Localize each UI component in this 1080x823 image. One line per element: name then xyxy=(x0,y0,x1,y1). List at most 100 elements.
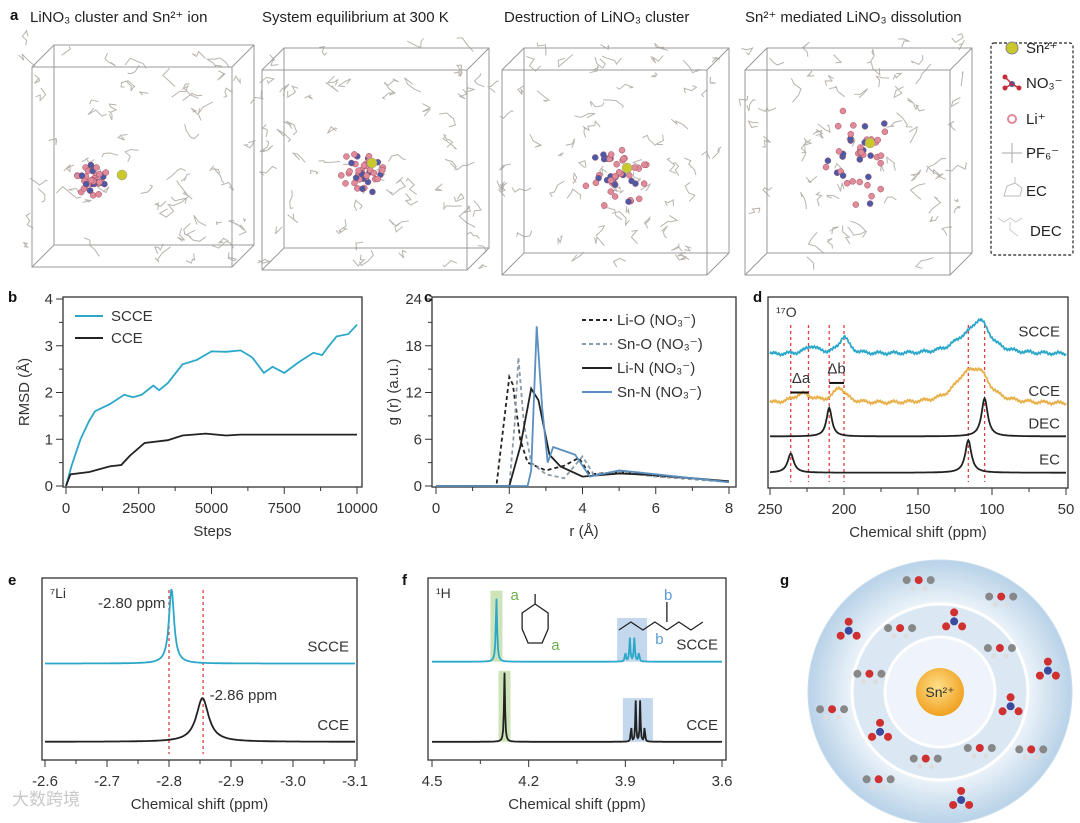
solvent-molecule xyxy=(511,187,532,193)
solvent-molecule xyxy=(817,123,831,134)
solvent-molecule xyxy=(824,74,835,86)
li-ion xyxy=(343,153,350,160)
x-tick-label: 2 xyxy=(505,500,513,517)
solvent-molecule xyxy=(870,49,875,62)
solvent-molecule xyxy=(536,90,551,103)
annotation-delta-b: Δb xyxy=(827,360,845,377)
trace-label: EC xyxy=(1039,452,1060,469)
solvent-molecule xyxy=(310,169,319,175)
solvent-molecule xyxy=(963,743,996,759)
chart-d: 250 200 150 100 50 Chemical shift (ppm) ¹⁷O SCC… xyxy=(757,296,1074,541)
solvent-molecule xyxy=(654,134,664,146)
solvent-molecule xyxy=(154,246,171,263)
solvent-molecule xyxy=(337,78,352,88)
highlight-b xyxy=(617,618,648,662)
x-axis-label: Steps xyxy=(193,523,231,540)
solvent-molecule xyxy=(853,669,886,685)
solvent-molecule xyxy=(233,75,241,85)
x-tick-label: 0 xyxy=(62,500,70,517)
solvent-molecule xyxy=(101,152,119,158)
solvent-molecule xyxy=(261,124,269,138)
solvent-molecule xyxy=(443,133,454,148)
y-tick-label: 24 xyxy=(405,291,422,308)
nitrate-icon xyxy=(1002,74,1022,91)
dec-icon xyxy=(997,217,1023,237)
label-a: a xyxy=(510,587,519,604)
li-ion xyxy=(88,177,95,184)
solvent-molecule xyxy=(907,97,917,110)
nitrate-ion xyxy=(600,151,607,158)
nitrate-molecule xyxy=(868,718,893,741)
y-tick-label: 0 xyxy=(45,478,53,495)
solvent-molecule xyxy=(902,576,935,591)
solvent-molecule xyxy=(382,92,396,100)
y-tick-label: 1 xyxy=(45,431,53,448)
solvent-molecule xyxy=(353,199,363,212)
nucleus-label: ¹H xyxy=(436,585,451,601)
solvent-molecule xyxy=(910,55,924,66)
legend-label: DEC xyxy=(1030,223,1062,240)
series-line-li-n xyxy=(436,386,730,487)
solvent-molecule xyxy=(566,188,582,200)
solvent-molecule xyxy=(285,120,298,136)
solvent-molecule xyxy=(170,196,188,204)
nitrate-ion xyxy=(82,180,90,188)
dec-structure xyxy=(618,602,704,631)
li-ion xyxy=(849,178,856,185)
solvent-molecule xyxy=(287,85,299,99)
solvent-molecule xyxy=(670,243,683,252)
li-ion xyxy=(611,172,619,180)
solvent-molecule xyxy=(182,92,203,102)
solvent-molecule xyxy=(875,75,890,88)
solvent-molecule xyxy=(670,118,689,130)
solvent-molecule xyxy=(104,53,116,67)
panel-label: c xyxy=(424,289,432,306)
solvent-molecule xyxy=(748,207,761,215)
solvent-molecule xyxy=(153,200,167,210)
solvent-molecule xyxy=(234,223,247,236)
solvent-molecule xyxy=(650,55,664,64)
panel-label: e xyxy=(8,572,16,589)
x-tick-label: 0 xyxy=(432,500,440,517)
li-ion xyxy=(839,107,847,115)
li-ion xyxy=(342,180,349,187)
nitrate-ion xyxy=(839,172,847,179)
solvent-molecule xyxy=(862,775,895,790)
li-ion xyxy=(852,201,860,208)
x-tick-label: 150 xyxy=(905,501,930,518)
nitrate-ion xyxy=(86,187,94,194)
solvent-molecule xyxy=(660,215,679,228)
ec-structure xyxy=(521,594,549,644)
li-ion xyxy=(635,195,643,203)
solvent-molecule xyxy=(806,70,815,77)
panel-label: a xyxy=(10,7,19,24)
y-tick-label: 3 xyxy=(45,338,53,355)
li-ion xyxy=(877,152,885,159)
solvent-molecule xyxy=(517,85,524,95)
x-tick-label: 4.5 xyxy=(422,773,443,790)
series-line-cce xyxy=(769,366,1067,407)
solvent-molecule xyxy=(893,85,904,99)
solvent-molecule xyxy=(182,83,199,99)
solvent-molecule xyxy=(388,219,409,227)
solvent-molecule xyxy=(826,237,833,249)
li-ion xyxy=(877,159,884,167)
solvent-molecule xyxy=(48,138,58,146)
solvent-molecule xyxy=(37,188,46,203)
solvent-molecule xyxy=(644,216,651,229)
solvent-molecule xyxy=(89,99,99,105)
li-ion xyxy=(868,192,875,200)
solvent-molecule xyxy=(304,94,313,100)
solvent-molecule xyxy=(250,89,264,105)
x-axis-label: Chemical shift (ppm) xyxy=(131,796,269,813)
solvent-molecule xyxy=(215,221,222,225)
solvent-molecule xyxy=(589,100,605,108)
solvent-molecule xyxy=(34,74,41,84)
solvent-molecule xyxy=(18,53,36,67)
label-b-chain: b xyxy=(664,587,672,604)
solvent-molecule xyxy=(259,165,277,176)
solvent-molecule xyxy=(68,187,80,193)
solvent-molecule xyxy=(616,83,634,90)
series-line-cce xyxy=(432,672,722,743)
chart-f: 4.5 4.2 3.9 3.6 Chemical shift (ppm) ¹H SCCE CC… xyxy=(422,577,732,813)
